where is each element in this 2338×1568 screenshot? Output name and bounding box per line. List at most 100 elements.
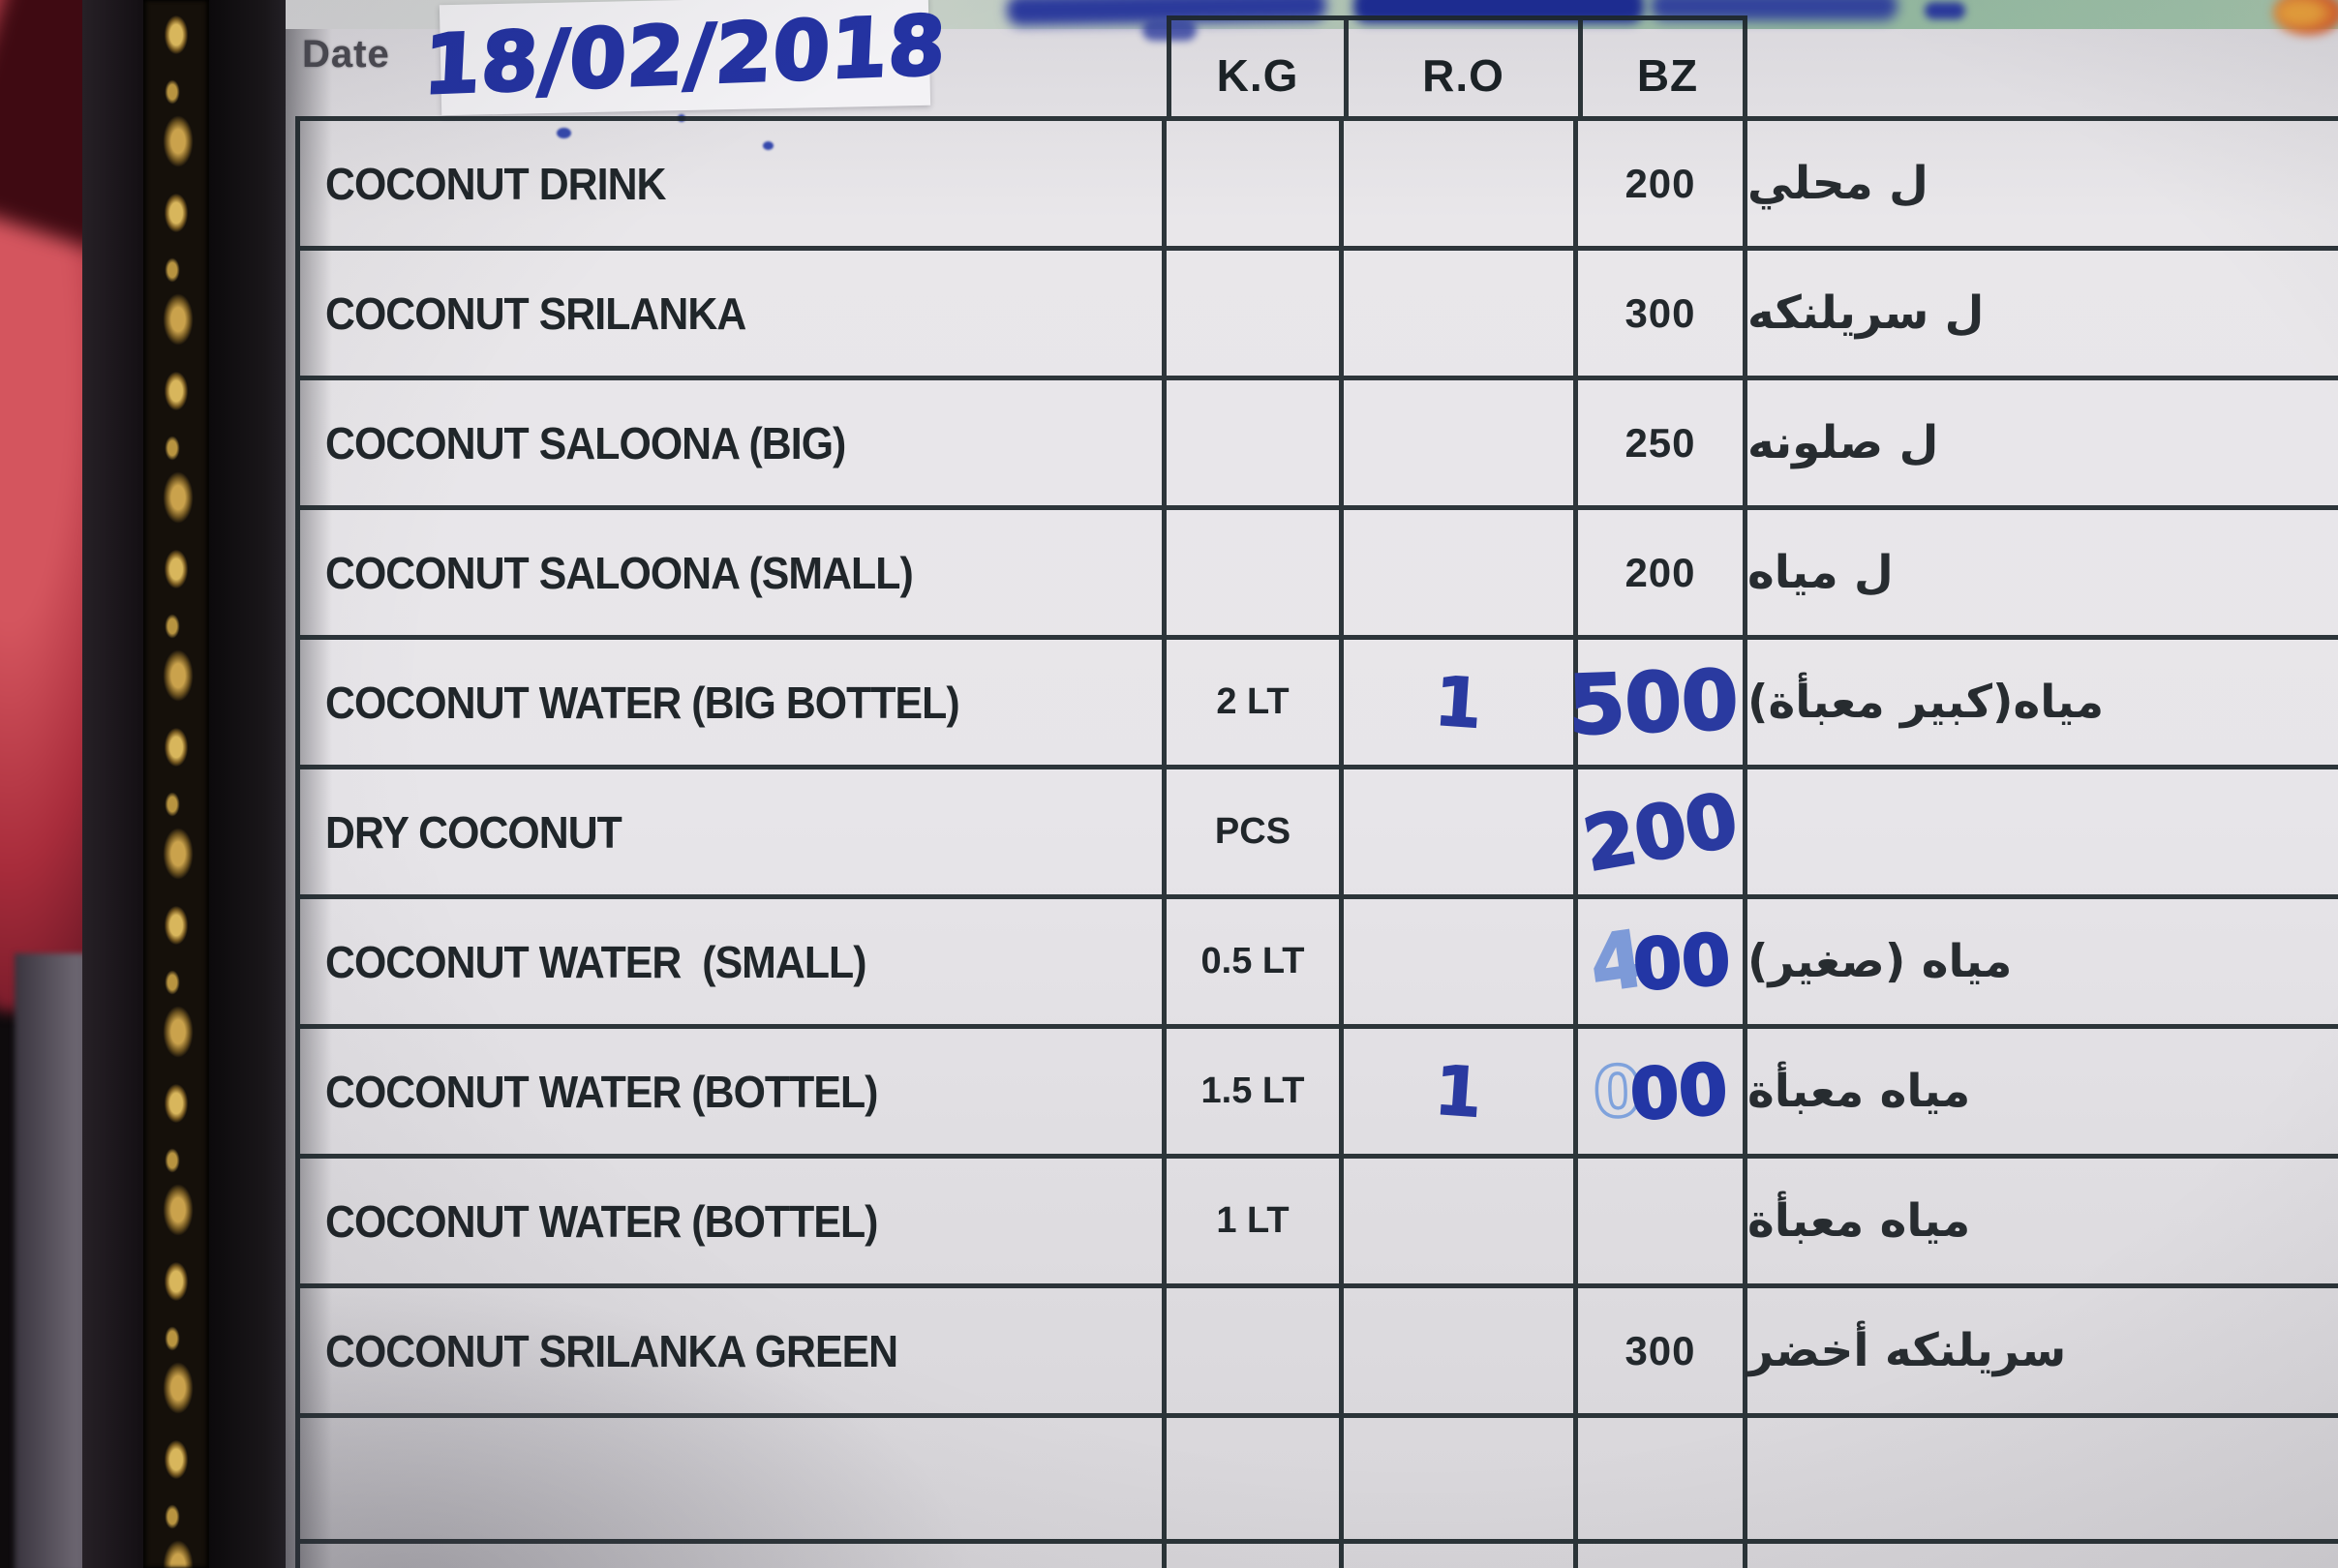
- price-table: COCONUT DRINK 200 ل محلي COCONUT SRILANK…: [295, 116, 2338, 1568]
- arabic-name: مياه معبأة: [1747, 1065, 1971, 1118]
- arabic-cell: مياه (صغير): [1747, 899, 2338, 1024]
- date-label: Date: [302, 33, 390, 75]
- unit-cell: [1167, 380, 1344, 505]
- item-name-cell: COCONUT SRILANKA: [295, 251, 1167, 376]
- gold-ornament-strip: [143, 0, 209, 1568]
- ro-cell: [1344, 1159, 1578, 1283]
- header-label-ro: R.O: [1422, 49, 1504, 101]
- unit-cell: [1167, 1544, 1344, 1568]
- date-value: 18/02/2018: [420, 0, 950, 114]
- arabic-cell: ل محلي: [1747, 121, 2338, 246]
- arabic-cell: مياه معبأة: [1747, 1029, 2338, 1154]
- item-name-cell: [295, 1544, 1167, 1568]
- header-cell-ro: R.O: [1349, 20, 1583, 116]
- date-sticker: 18/02/2018: [420, 0, 950, 116]
- item-name-cell: COCONUT WATER (BOTTEL): [295, 1159, 1167, 1283]
- arabic-cell: [1747, 769, 2338, 894]
- unit-cell: 1.5 LT: [1167, 1029, 1344, 1154]
- table-row: COCONUT WATER (BIG BOTTEL) 2 LT 1 500 مي…: [295, 640, 2338, 769]
- ro-cell: [1344, 380, 1578, 505]
- item-name: DRY COCONUT: [325, 806, 622, 858]
- bz-cell: 500: [1565, 640, 1747, 765]
- arabic-name: ل محلي: [1747, 157, 1928, 210]
- bz-cell: 0 00: [1578, 1029, 1747, 1154]
- arabic-cell: ل مياه: [1747, 510, 2338, 635]
- ro-cell: 1: [1344, 1029, 1578, 1154]
- unit-value: 2 LT: [1216, 681, 1290, 722]
- item-name-cell: COCONUT WATER (BIG BOTTEL): [295, 640, 1167, 765]
- red-logo-blob: [2273, 0, 2338, 35]
- table-row: COCONUT WATER (BOTTEL) 1 LT مياه معبأة: [295, 1159, 2338, 1288]
- unit-cell: 2 LT: [1167, 640, 1344, 765]
- header-label-kg: K.G: [1216, 49, 1299, 101]
- bz-cell: 200: [1576, 769, 1747, 894]
- board-left-shadow: [286, 0, 332, 1568]
- arabic-cell: ل صلونه: [1747, 380, 2338, 505]
- item-name-cell: [295, 1418, 1167, 1539]
- item-name-cell: COCONUT SALOONA (SMALL): [295, 510, 1167, 635]
- handwritten-bz-dark: 00: [1626, 1046, 1731, 1136]
- arabic-cell: [1747, 1544, 2338, 1568]
- arabic-name: ل سريلنكه: [1747, 286, 1985, 340]
- handwritten-ro: 1: [1432, 660, 1486, 744]
- unit-cell: PCS: [1167, 769, 1344, 894]
- price-bz: 200: [1624, 549, 1696, 595]
- unit-cell: [1167, 1418, 1344, 1539]
- ro-cell: [1344, 251, 1578, 376]
- table-row: COCONUT DRINK 200 ل محلي: [295, 121, 2338, 251]
- arabic-name: ل صلونه: [1747, 416, 1939, 469]
- ro-cell: 1: [1344, 640, 1578, 765]
- bz-cell: 4 00: [1578, 899, 1747, 1024]
- item-name: COCONUT DRINK: [325, 158, 666, 209]
- bz-cell: 250: [1578, 380, 1747, 505]
- item-name-cell: COCONUT WATER (BOTTEL): [295, 1029, 1167, 1154]
- price-bz: 250: [1624, 419, 1696, 466]
- table-row: DRY COCONUT PCS 200: [295, 769, 2338, 899]
- item-name-cell: DRY COCONUT: [295, 769, 1167, 894]
- header-cell-bz: BZ: [1583, 20, 1752, 116]
- price-board: [286, 0, 2338, 1568]
- blurred-calligraphy: [1651, 0, 1898, 20]
- table-header: K.G R.O BZ: [1167, 15, 1747, 116]
- ro-cell: [1344, 1418, 1578, 1539]
- arabic-name: مياه (صغير): [1747, 935, 2013, 988]
- bz-cell: 200: [1578, 510, 1747, 635]
- item-name: COCONUT SRILANKA GREEN: [325, 1325, 898, 1376]
- table-row: COCONUT SRILANKA GREEN 300 سريلنكه أخضر: [295, 1288, 2338, 1418]
- table-row: COCONUT SRILANKA 300 ل سريلنكه: [295, 251, 2338, 380]
- arabic-cell: مياه معبأة: [1747, 1159, 2338, 1283]
- item-name: COCONUT WATER (SMALL): [325, 936, 867, 987]
- unit-value: PCS: [1214, 811, 1291, 852]
- item-name-cell: COCONUT DRINK: [295, 121, 1167, 246]
- price-bz: 300: [1624, 289, 1696, 336]
- ro-cell: [1344, 899, 1578, 1024]
- bz-cell: [1578, 1418, 1747, 1539]
- unit-value: 0.5 LT: [1200, 941, 1305, 981]
- unit-cell: 1 LT: [1167, 1159, 1344, 1283]
- unit-cell: [1167, 251, 1344, 376]
- unit-value: 1.5 LT: [1200, 1070, 1305, 1111]
- ro-cell: [1344, 1544, 1578, 1568]
- blurred-calligraphy: [1925, 2, 1965, 19]
- unit-value: 1 LT: [1216, 1200, 1290, 1241]
- price-bz: 200: [1624, 160, 1696, 206]
- price-bz: 300: [1624, 1327, 1696, 1373]
- item-name: COCONUT WATER (BOTTEL): [325, 1066, 878, 1117]
- arabic-cell: ل سريلنكه: [1747, 251, 2338, 376]
- header-cell-kg: K.G: [1171, 20, 1349, 116]
- handwritten-bz-dark: 00: [1629, 917, 1734, 1007]
- bz-cell: 200: [1578, 121, 1747, 246]
- bz-cell: 300: [1578, 251, 1747, 376]
- ro-cell: [1344, 121, 1578, 246]
- arabic-name: ل مياه: [1747, 546, 1894, 599]
- handwritten-bz: 200: [1576, 774, 1745, 889]
- handwritten-ro: 1: [1432, 1049, 1486, 1133]
- arabic-name: مياه(كبير معبأة): [1747, 676, 2105, 729]
- arabic-cell: سريلنكه أخضر: [1747, 1288, 2338, 1413]
- item-name: COCONUT WATER (BIG BOTTEL): [325, 677, 960, 728]
- arabic-name: سريلنكه أخضر: [1747, 1324, 2067, 1377]
- table-row: COCONUT SALOONA (BIG) 250 ل صلونه: [295, 380, 2338, 510]
- bz-cell: 300: [1578, 1288, 1747, 1413]
- ro-cell: [1344, 1288, 1578, 1413]
